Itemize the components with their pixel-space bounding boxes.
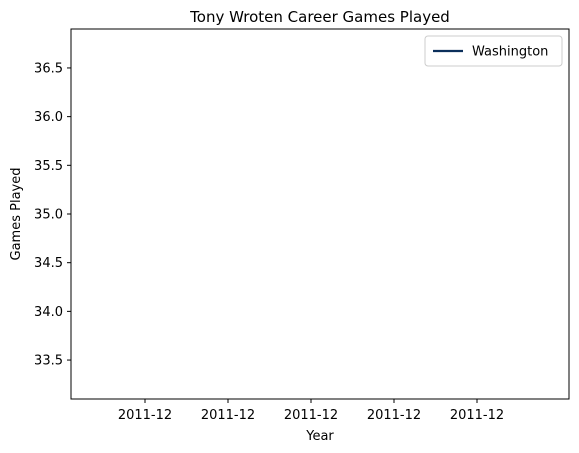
legend-box <box>424 35 563 67</box>
y-tick-label: 34.5 <box>34 256 63 271</box>
chart-title: Tony Wroten Career Games Played <box>189 8 450 26</box>
y-axis-ticks: 33.5 34.0 34.5 35.0 35.5 36.0 36.5 <box>34 61 71 369</box>
y-tick-label: 36.5 <box>34 61 63 76</box>
plot-area <box>70 28 570 400</box>
x-tick-label: 2011-12 <box>450 408 504 423</box>
x-tick-label: 2011-12 <box>284 408 338 423</box>
legend: Washington <box>424 35 563 67</box>
x-tick-label: 2011-12 <box>367 408 421 423</box>
y-tick-label: 35.5 <box>34 159 63 174</box>
y-tick-label: 36.0 <box>34 110 63 125</box>
x-axis-label: Year <box>305 429 334 444</box>
y-tick-label: 34.0 <box>34 305 63 320</box>
legend-label-washington: Washington <box>472 45 548 60</box>
y-axis-label: Games Played <box>9 168 24 261</box>
x-tick-label: 2011-12 <box>118 408 172 423</box>
y-tick-label: 35.0 <box>34 208 63 223</box>
x-tick-label: 2011-12 <box>201 408 255 423</box>
x-axis-ticks: 2011-12 2011-12 2011-12 2011-12 2011-12 <box>118 399 504 423</box>
y-tick-label: 33.5 <box>34 354 63 369</box>
